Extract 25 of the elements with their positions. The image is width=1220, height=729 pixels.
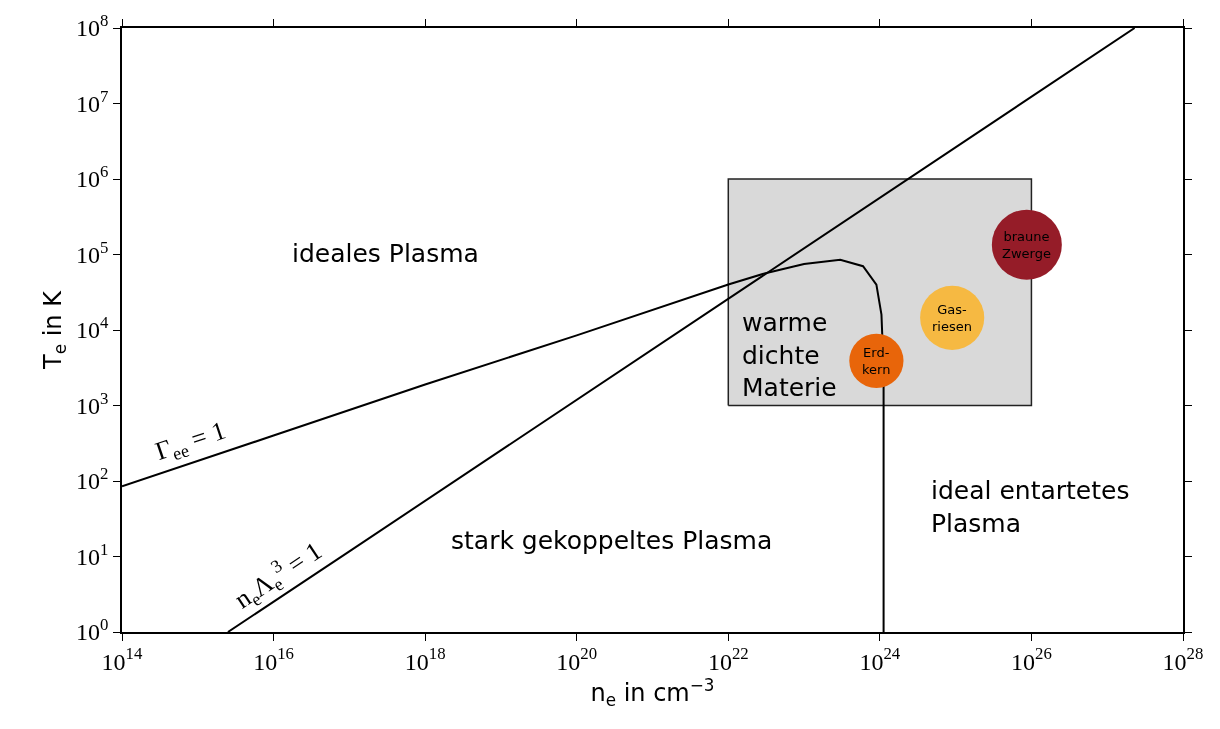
annotation: Erd- kern bbox=[862, 345, 891, 377]
x-tick-label: 10$^{22}$ bbox=[707, 644, 749, 675]
annotation: stark gekoppeltes Plasma bbox=[451, 526, 773, 555]
y-tick-label: 10$^{2}$ bbox=[76, 464, 109, 495]
y-tick-label: 10$^{1}$ bbox=[76, 539, 109, 570]
x-tick-label: 10$^{16}$ bbox=[253, 644, 294, 675]
y-tick-label: 10$^{6}$ bbox=[76, 162, 109, 193]
y-tick-label: 10$^{7}$ bbox=[76, 86, 109, 117]
y-tick-label: 10$^{4}$ bbox=[76, 313, 110, 344]
x-tick-label: 10$^{26}$ bbox=[1011, 644, 1052, 675]
annotation: ideales Plasma bbox=[292, 239, 479, 268]
y-tick-label: 10$^{0}$ bbox=[76, 615, 109, 646]
annotation: ideal entartetes Plasma bbox=[931, 476, 1130, 538]
y-tick-label: 10$^{3}$ bbox=[76, 388, 109, 419]
y-tick-label: 10$^{5}$ bbox=[76, 237, 109, 268]
y-tick-label: 10$^{8}$ bbox=[76, 11, 109, 42]
annotation: braune Zwerge bbox=[1002, 229, 1051, 261]
annotation: Gas- riesen bbox=[932, 302, 972, 334]
annotation: warme dichte Materie bbox=[742, 308, 837, 402]
x-tick-label: 10$^{28}$ bbox=[1162, 644, 1204, 675]
x-tick-label: 10$^{14}$ bbox=[101, 644, 143, 675]
x-tick-label: 10$^{18}$ bbox=[404, 644, 446, 675]
x-tick-label: 10$^{24}$ bbox=[859, 644, 901, 675]
x-axis-title: n$_{e}$ in cm$^{−3}$ bbox=[590, 674, 715, 710]
x-tick-label: 10$^{20}$ bbox=[556, 644, 598, 675]
